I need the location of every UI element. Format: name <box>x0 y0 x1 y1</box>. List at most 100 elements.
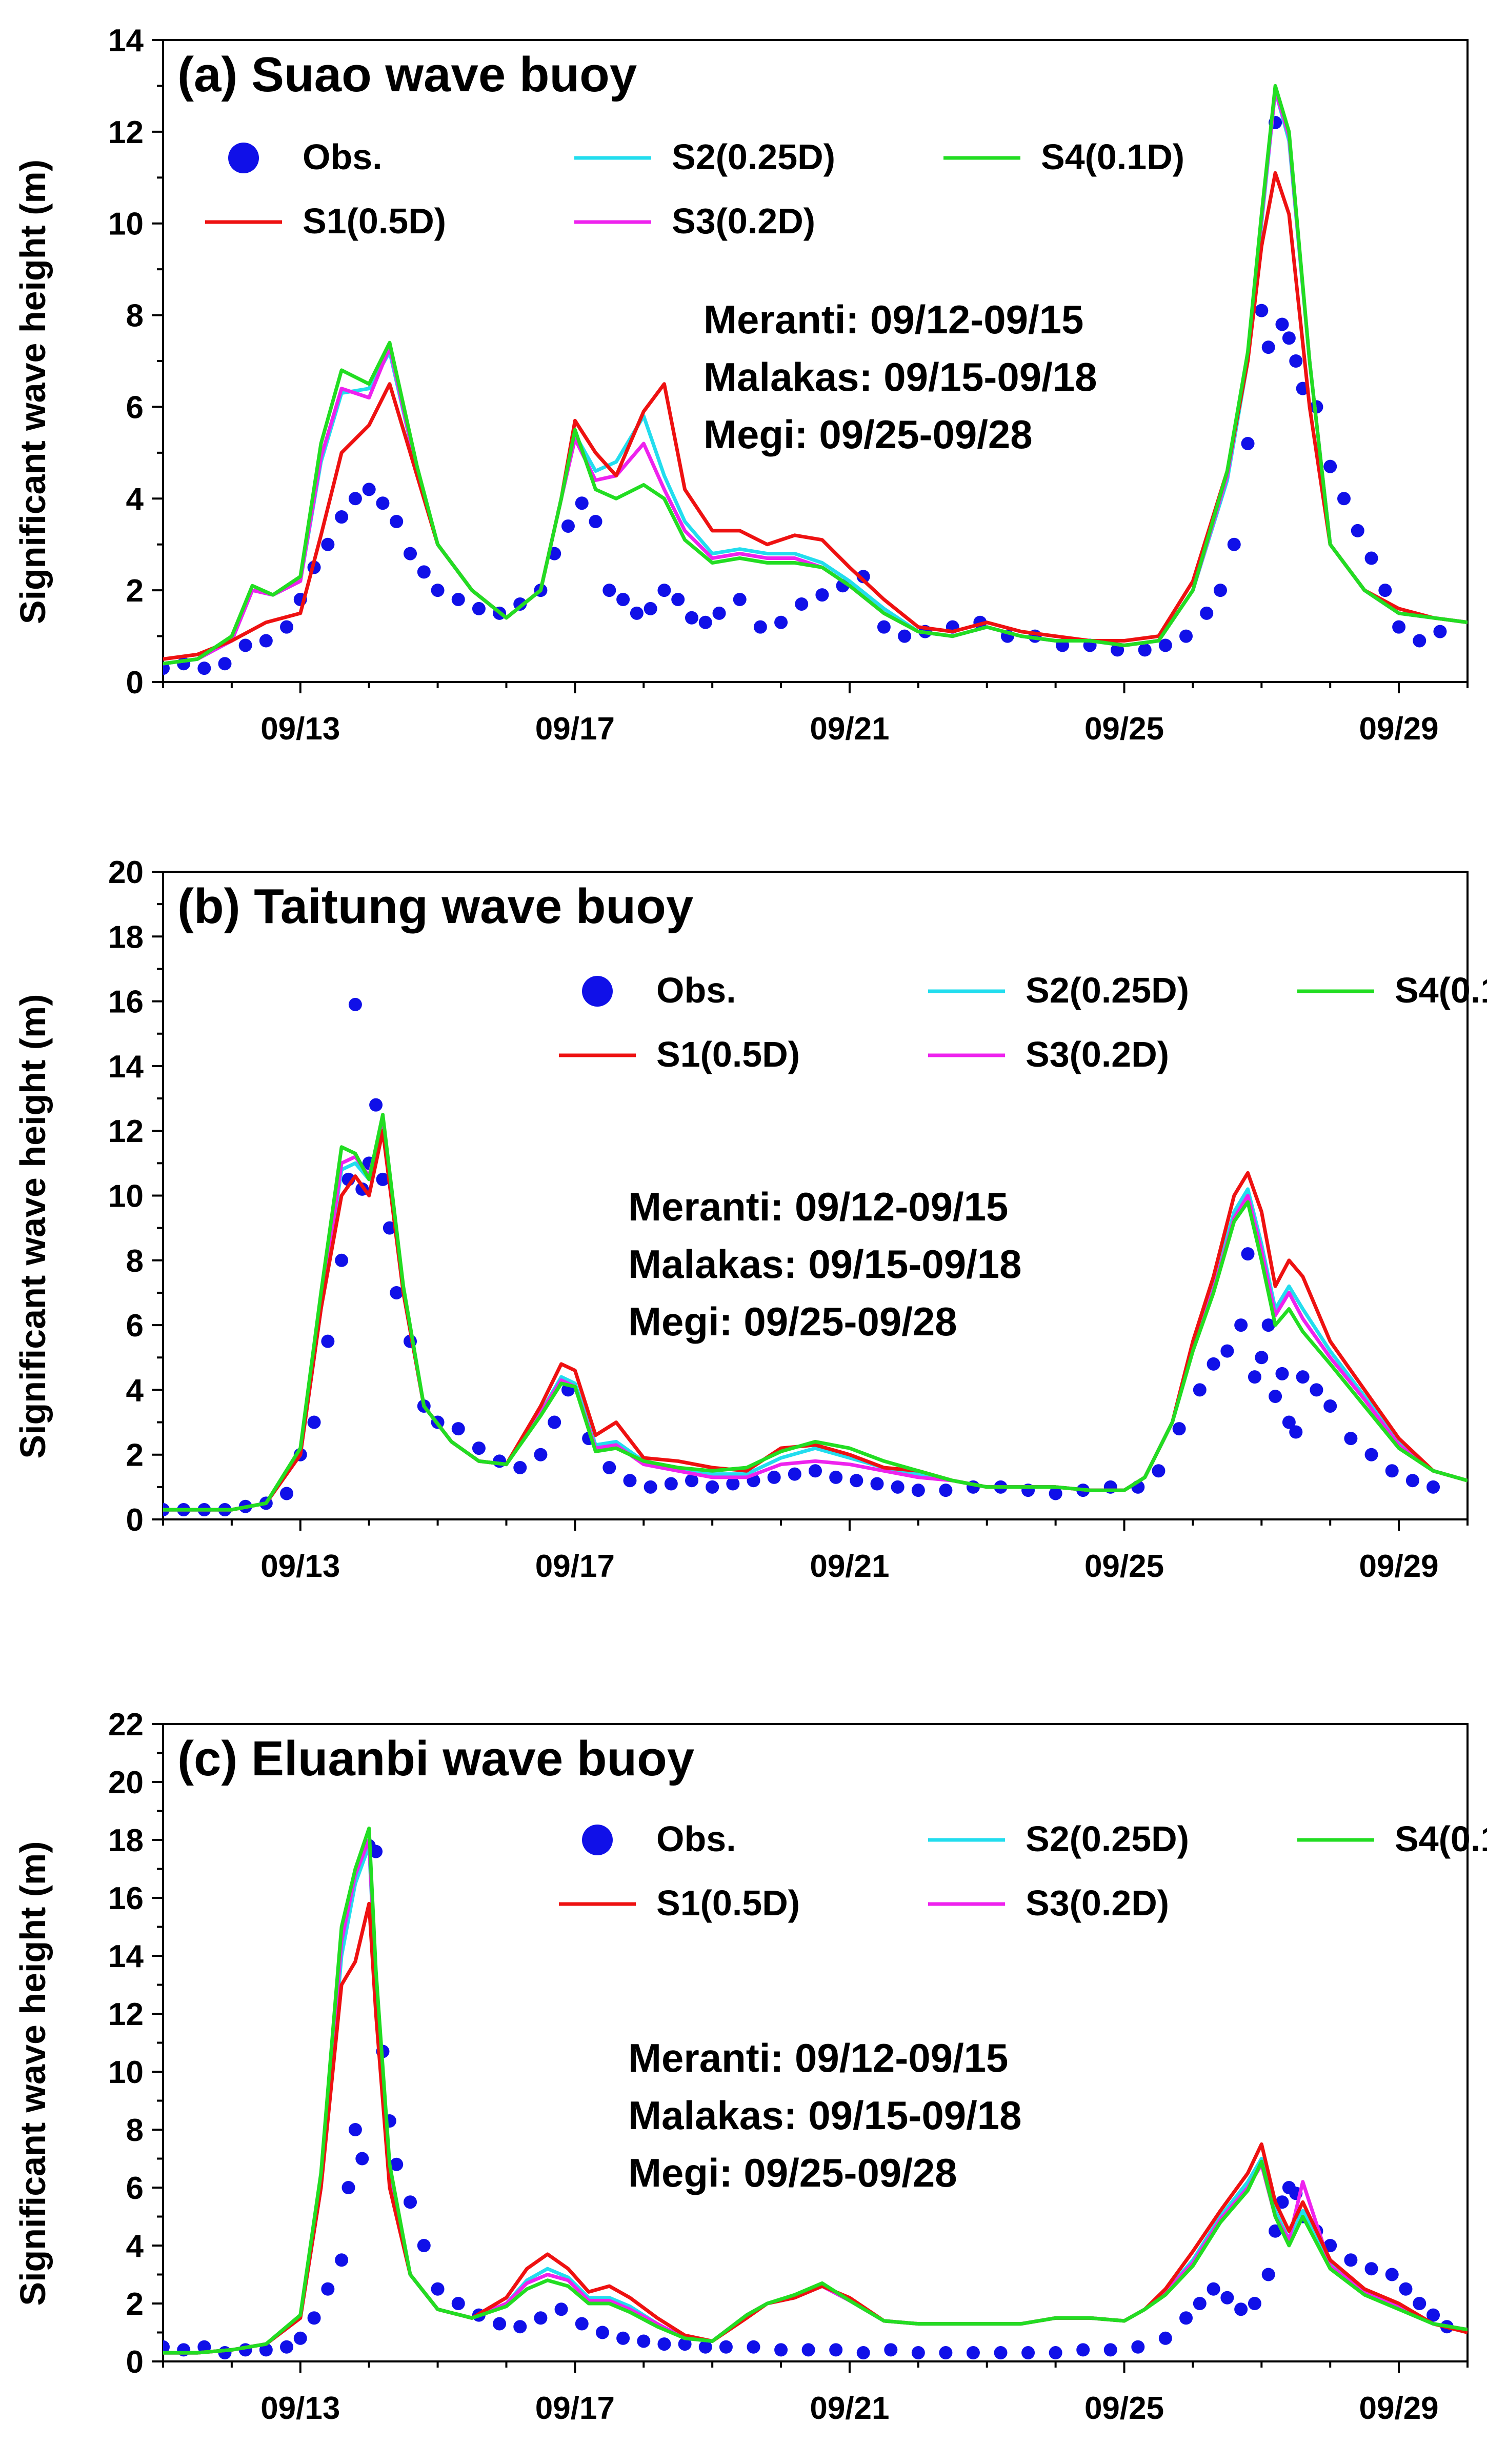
y-tick-label: 14 <box>108 1049 144 1085</box>
obs-point <box>390 2157 404 2171</box>
obs-point <box>575 2317 589 2331</box>
obs-point <box>747 2340 760 2354</box>
y-tick-label: 8 <box>126 2113 144 2148</box>
legend: Obs. S2(0.25D) S4(0.1D) S1(0.5D) S3(0.2D) <box>559 970 1487 1074</box>
obs-point <box>1289 354 1303 368</box>
panel-title: (c) Eluanbi wave buoy <box>177 1731 694 1786</box>
obs-point <box>1323 1399 1337 1413</box>
obs-point <box>602 584 616 597</box>
obs-point <box>1200 606 1214 620</box>
obs-point <box>1364 2262 1378 2276</box>
obs-point <box>939 1484 953 1497</box>
obs-point <box>348 2123 362 2136</box>
y-tick-label: 18 <box>108 919 144 955</box>
legend-s3-label: S3(0.2D) <box>1026 1034 1169 1074</box>
legend-s4-label: S4(0.1D) <box>1395 1819 1487 1859</box>
obs-point <box>891 1480 905 1494</box>
y-tick-label: 4 <box>126 1373 144 1408</box>
obs-point <box>809 1464 822 1478</box>
obs-point <box>355 2152 369 2166</box>
y-tick-label: 4 <box>126 482 144 517</box>
obs-point <box>1399 2282 1413 2296</box>
obs-point <box>1103 2343 1117 2357</box>
obs-point <box>753 620 767 634</box>
obs-point <box>719 2340 733 2354</box>
obs-point <box>280 620 294 634</box>
obs-point <box>706 1480 719 1494</box>
obs-point <box>1261 2268 1275 2281</box>
obs-point <box>238 638 252 652</box>
obs-point <box>321 537 335 551</box>
legend-obs-label: Obs. <box>303 137 383 177</box>
obs-point <box>1405 1474 1419 1488</box>
obs-point <box>1241 1247 1255 1261</box>
obs-point <box>451 593 465 607</box>
obs-point <box>815 588 829 602</box>
x-tick-label: 09/29 <box>1359 1549 1439 1584</box>
obs-point <box>218 657 232 671</box>
obs-point <box>534 1448 548 1461</box>
series-line-s4 <box>163 1826 1468 2355</box>
obs-point <box>362 483 376 496</box>
obs-point <box>554 2302 568 2316</box>
y-tick-label: 14 <box>108 23 144 58</box>
legend-s4-label: S4(0.1D) <box>1041 137 1184 177</box>
obs-point <box>369 1098 383 1112</box>
obs-point <box>1076 2343 1090 2357</box>
obs-point <box>657 2337 671 2351</box>
obs-point <box>1392 620 1406 634</box>
legend: Obs. S2(0.25D) S4(0.1D) S1(0.5D) S3(0.2D) <box>205 137 1184 241</box>
y-tick-label: 6 <box>126 2171 144 2206</box>
obs-point <box>774 615 788 629</box>
x-tick-label: 09/29 <box>1359 711 1439 747</box>
obs-point <box>348 997 362 1011</box>
obs-point <box>575 496 589 510</box>
obs-point <box>1364 1448 1378 1461</box>
y-tick-label: 2 <box>126 2287 144 2322</box>
obs-point <box>1179 2311 1193 2325</box>
obs-point <box>1364 551 1378 565</box>
x-tick-label: 09/13 <box>260 711 340 747</box>
y-tick-label: 0 <box>126 2345 144 2380</box>
obs-point <box>664 1477 678 1491</box>
obs-point <box>561 519 575 533</box>
storm-annotation: Malakas: 09/15-09/18 <box>628 1241 1022 1287</box>
x-tick-label: 09/21 <box>810 1549 889 1584</box>
legend-s2-label: S2(0.25D) <box>1026 970 1189 1010</box>
panel-title: (b) Taitung wave buoy <box>177 879 693 934</box>
obs-point <box>911 2346 925 2360</box>
obs-point <box>513 1460 527 1474</box>
obs-point <box>623 1474 637 1488</box>
obs-point <box>733 593 747 607</box>
obs-point <box>1282 331 1296 345</box>
obs-point <box>390 515 404 528</box>
y-tick-label: 6 <box>126 390 144 425</box>
y-tick-label: 16 <box>108 985 144 1020</box>
panel-b: 0 2 4 6 8 10 12 14 16 18 20 09/13 09/17 09/21 09/25 09/… <box>13 855 1487 1584</box>
obs-point <box>774 2343 788 2357</box>
panel-c: 0 2 4 6 8 10 12 14 16 18 20 22 09/13 09/17 09/21 09/25 0… <box>13 1707 1487 2426</box>
y-tick-label: 2 <box>126 1438 144 1473</box>
obs-point <box>472 1441 486 1455</box>
y-tick-label: 0 <box>126 1503 144 1538</box>
obs-point <box>712 606 726 620</box>
obs-point <box>1131 2340 1145 2354</box>
obs-point <box>678 2337 692 2351</box>
obs-point <box>616 593 630 607</box>
x-tick-label: 09/13 <box>260 1549 340 1584</box>
legend-obs-marker <box>582 976 613 1007</box>
obs-point <box>698 2340 712 2354</box>
plot-area <box>163 1826 1468 2360</box>
obs-point <box>1172 1422 1186 1436</box>
obs-point <box>431 584 445 597</box>
x-tick-label: 09/17 <box>535 1549 615 1584</box>
obs-point <box>939 2346 953 2360</box>
legend-s1-label: S1(0.5D) <box>656 1883 800 1923</box>
obs-point <box>417 2239 431 2252</box>
y-tick-label: 2 <box>126 573 144 609</box>
obs-point <box>595 2326 609 2339</box>
obs-point <box>850 1474 863 1488</box>
x-tick-label: 09/25 <box>1084 711 1164 747</box>
obs-point <box>335 2253 349 2267</box>
obs-point <box>534 2311 548 2325</box>
